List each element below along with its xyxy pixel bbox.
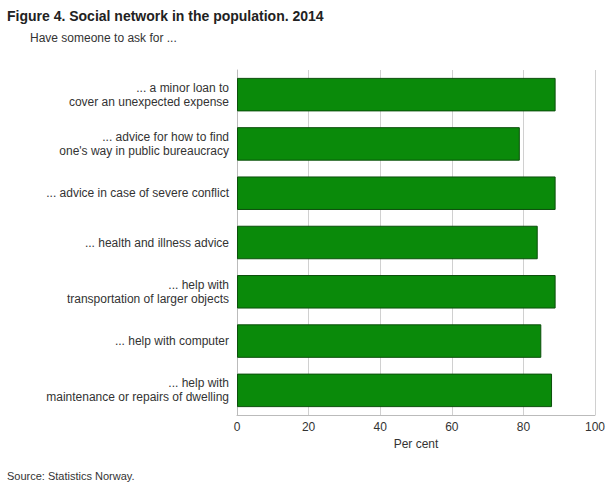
svg-text:one's way in public bureaucrac: one's way in public bureaucracy [59,144,229,158]
svg-text:Figure 4. Social network in th: Figure 4. Social network in the populati… [7,8,324,24]
svg-text:Source: Statistics Norway.: Source: Statistics Norway. [7,470,135,482]
svg-text:... help with: ... help with [168,278,229,292]
svg-text:... advice in case of severe c: ... advice in case of severe conflict [46,186,229,200]
svg-text:transportation of larger objec: transportation of larger objects [67,292,229,306]
svg-text:maintenance or repairs of dwel: maintenance or repairs of dwelling [46,390,229,404]
svg-text:100: 100 [585,420,605,434]
svg-text:... advice for how to find: ... advice for how to find [102,130,229,144]
svg-text:... health and illness advice: ... health and illness advice [85,236,229,250]
svg-text:Have someone to ask for ...: Have someone to ask for ... [30,31,177,45]
svg-text:Per cent: Per cent [394,437,439,451]
svg-text:... help with computer: ... help with computer [115,334,229,348]
svg-text:cover an unexpected expense: cover an unexpected expense [69,95,229,109]
svg-text:40: 40 [374,420,388,434]
svg-text:... help with: ... help with [168,376,229,390]
svg-text:0: 0 [234,420,241,434]
svg-text:... a minor loan to: ... a minor loan to [136,81,229,95]
svg-text:20: 20 [302,420,316,434]
svg-text:60: 60 [445,420,459,434]
svg-text:80: 80 [517,420,531,434]
